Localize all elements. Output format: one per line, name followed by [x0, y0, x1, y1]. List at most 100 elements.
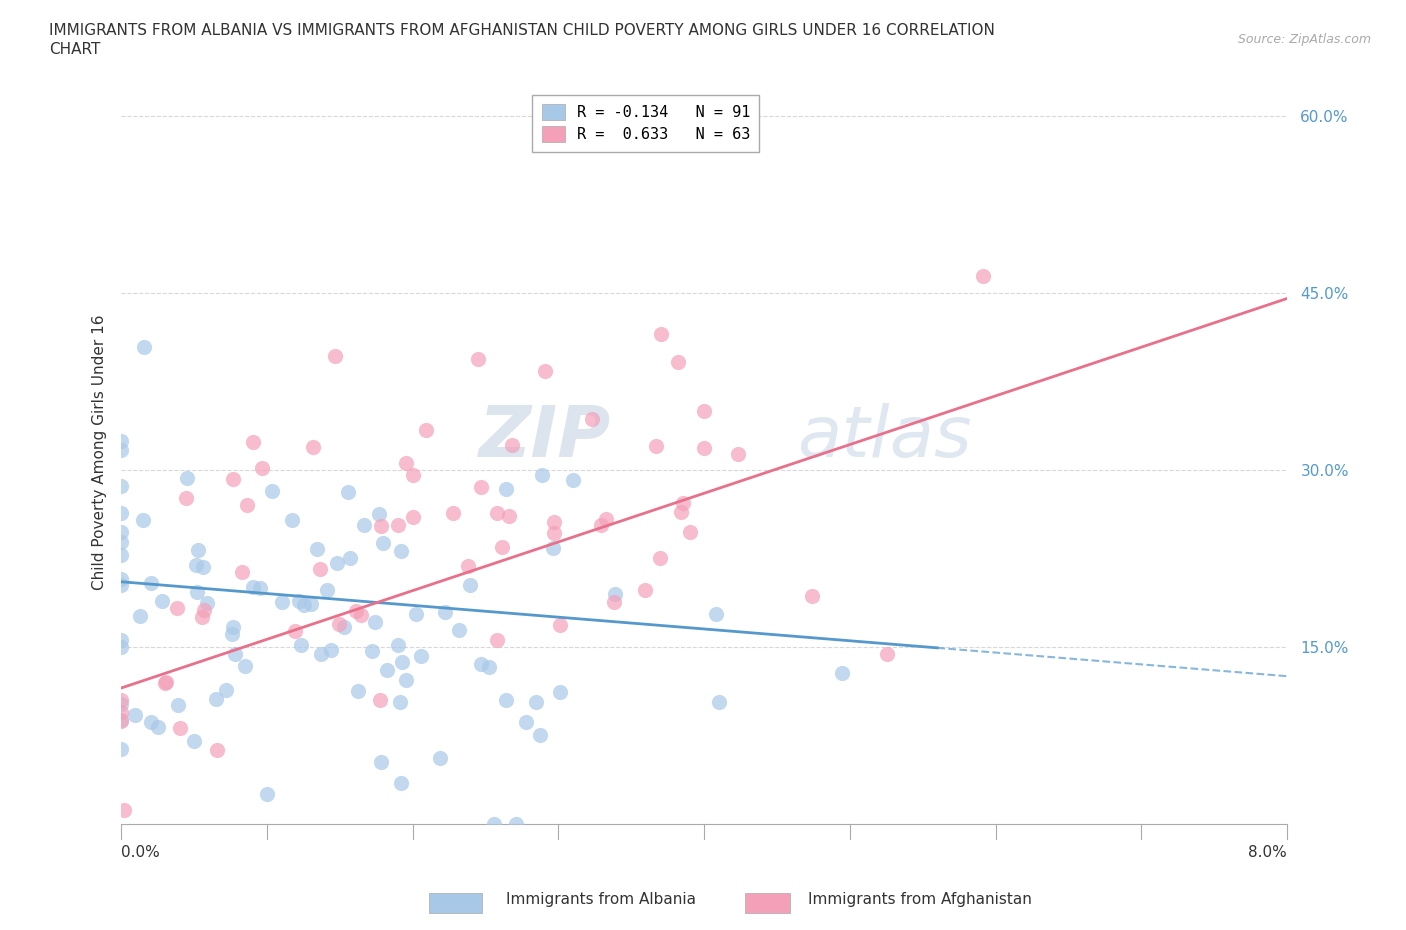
- Point: [337, 485, 360, 499]
- Point: [110, 505, 132, 520]
- Point: [405, 606, 427, 621]
- Point: [222, 472, 245, 486]
- Point: [155, 674, 177, 689]
- Point: [221, 627, 243, 642]
- Point: [347, 684, 370, 698]
- Point: [371, 536, 394, 551]
- Point: [498, 508, 520, 523]
- Point: [591, 518, 613, 533]
- Point: [169, 721, 191, 736]
- Point: [124, 708, 146, 723]
- Point: [112, 803, 135, 817]
- Point: [402, 509, 425, 524]
- Point: [672, 496, 695, 511]
- Point: [524, 695, 547, 710]
- Point: [495, 693, 517, 708]
- Point: [595, 512, 617, 526]
- Point: [333, 619, 356, 634]
- Point: [457, 558, 479, 573]
- Point: [548, 685, 571, 700]
- Point: [543, 525, 565, 540]
- Point: [491, 539, 513, 554]
- Point: [224, 646, 246, 661]
- Y-axis label: Child Poverty Among Girls Under 16: Child Poverty Among Girls Under 16: [93, 314, 107, 590]
- Point: [467, 352, 489, 366]
- Point: [353, 518, 375, 533]
- Text: Immigrants from Afghanistan: Immigrants from Afghanistan: [808, 892, 1032, 907]
- Text: Source: ZipAtlas.com: Source: ZipAtlas.com: [1237, 33, 1371, 46]
- Point: [501, 438, 523, 453]
- Point: [603, 594, 626, 609]
- Text: 8.0%: 8.0%: [1249, 845, 1286, 860]
- Point: [281, 512, 304, 527]
- Point: [433, 604, 456, 619]
- Point: [110, 692, 132, 707]
- Text: Immigrants from Albania: Immigrants from Albania: [506, 892, 696, 907]
- Legend: R = -0.134   N = 91, R =  0.633   N = 63: R = -0.134 N = 91, R = 0.633 N = 63: [533, 95, 759, 152]
- Point: [222, 619, 245, 634]
- Text: 0.0%: 0.0%: [121, 845, 160, 860]
- Point: [250, 460, 273, 475]
- Point: [370, 518, 392, 533]
- Point: [301, 440, 323, 455]
- Point: [328, 617, 350, 631]
- Point: [176, 471, 198, 485]
- Point: [831, 666, 853, 681]
- Point: [470, 657, 492, 671]
- Text: IMMIGRANTS FROM ALBANIA VS IMMIGRANTS FROM AFGHANISTAN CHILD POVERTY AMONG GIRLS: IMMIGRANTS FROM ALBANIA VS IMMIGRANTS FR…: [49, 23, 995, 38]
- Point: [361, 644, 384, 658]
- Point: [429, 751, 451, 765]
- Text: ZIP: ZIP: [478, 403, 610, 472]
- Point: [141, 714, 163, 729]
- Point: [395, 673, 418, 688]
- Point: [411, 648, 433, 663]
- Point: [801, 588, 824, 603]
- Point: [395, 455, 418, 470]
- Point: [326, 555, 349, 570]
- Point: [242, 579, 264, 594]
- Point: [187, 543, 209, 558]
- Point: [387, 517, 409, 532]
- Point: [242, 434, 264, 449]
- Text: CHART: CHART: [49, 42, 101, 57]
- Point: [391, 655, 413, 670]
- Point: [299, 597, 322, 612]
- Point: [128, 609, 150, 624]
- Point: [449, 622, 471, 637]
- Point: [183, 734, 205, 749]
- Point: [166, 601, 188, 616]
- Point: [110, 548, 132, 563]
- Point: [693, 404, 716, 418]
- Point: [131, 512, 153, 527]
- Point: [307, 541, 329, 556]
- Point: [669, 504, 692, 519]
- Point: [110, 525, 132, 539]
- Point: [389, 776, 412, 790]
- Point: [485, 633, 508, 648]
- Point: [876, 646, 898, 661]
- Point: [478, 660, 501, 675]
- Point: [650, 326, 672, 341]
- Point: [704, 607, 727, 622]
- Point: [288, 593, 311, 608]
- Point: [236, 498, 259, 512]
- Point: [321, 643, 343, 658]
- Point: [415, 422, 437, 437]
- Point: [308, 562, 330, 577]
- Point: [323, 349, 346, 364]
- Text: atlas: atlas: [797, 403, 972, 472]
- Point: [191, 610, 214, 625]
- Point: [256, 787, 278, 802]
- Point: [375, 663, 398, 678]
- Point: [153, 675, 176, 690]
- Point: [284, 623, 307, 638]
- Point: [679, 525, 702, 539]
- Point: [543, 515, 565, 530]
- Point: [110, 479, 132, 494]
- Point: [470, 480, 492, 495]
- Point: [270, 595, 292, 610]
- Point: [634, 582, 657, 597]
- Point: [110, 434, 132, 449]
- Point: [110, 697, 132, 711]
- Point: [972, 269, 994, 284]
